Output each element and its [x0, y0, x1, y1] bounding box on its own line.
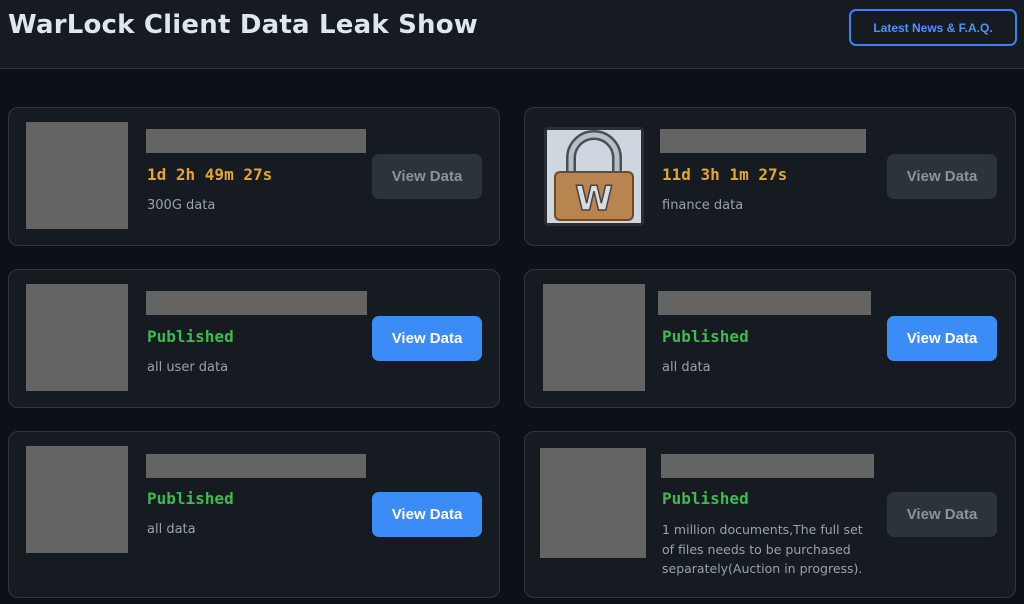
- view-data-button[interactable]: View Data: [372, 316, 482, 361]
- countdown-timer: 1d 2h 49m 27s: [147, 165, 273, 184]
- view-data-button[interactable]: View Data: [887, 316, 997, 361]
- card-description: all data: [662, 360, 711, 375]
- redacted-title: [661, 454, 874, 478]
- leak-card: 1d 2h 49m 27s 300G data View Data: [8, 107, 500, 246]
- leak-card: Published all user data View Data: [8, 269, 500, 408]
- redacted-title: [658, 291, 871, 315]
- page-title: WarLock Client Data Leak Show: [8, 10, 478, 40]
- card-description: 300G data: [147, 198, 216, 213]
- countdown-timer: 11d 3h 1m 27s: [662, 165, 788, 184]
- published-status: Published: [662, 327, 749, 346]
- view-data-button[interactable]: View Data: [887, 492, 997, 537]
- card-description: finance data: [662, 198, 744, 213]
- view-data-button[interactable]: View Data: [887, 154, 997, 199]
- card-description: all data: [147, 522, 196, 537]
- view-data-button[interactable]: View Data: [372, 492, 482, 537]
- redacted-image: [540, 448, 646, 558]
- view-data-button[interactable]: View Data: [372, 154, 482, 199]
- redacted-image: [543, 284, 645, 391]
- svg-text:W: W: [575, 179, 613, 219]
- redacted-image: [26, 284, 128, 391]
- redacted-title: [146, 129, 366, 153]
- redacted-title: [146, 291, 367, 315]
- leak-card: Published all data View Data: [8, 431, 500, 598]
- leak-card: Published all data View Data: [524, 269, 1016, 408]
- published-status: Published: [147, 327, 234, 346]
- card-description: all user data: [147, 360, 229, 375]
- header: WarLock Client Data Leak Show Latest New…: [0, 0, 1024, 69]
- leak-card: Published 1 million documents,The full s…: [524, 431, 1016, 598]
- redacted-image: [26, 122, 128, 229]
- leak-card: W 11d 3h 1m 27s finance data View Data: [524, 107, 1016, 246]
- padlock-w-icon: W: [544, 127, 644, 226]
- redacted-image: [26, 446, 128, 553]
- redacted-title: [660, 129, 866, 153]
- redacted-title: [146, 454, 366, 478]
- card-description: 1 million documents,The full set of file…: [662, 522, 863, 576]
- latest-news-faq-button[interactable]: Latest News & F.A.Q.: [849, 9, 1017, 46]
- published-status: Published: [662, 489, 749, 508]
- published-status: Published: [147, 489, 234, 508]
